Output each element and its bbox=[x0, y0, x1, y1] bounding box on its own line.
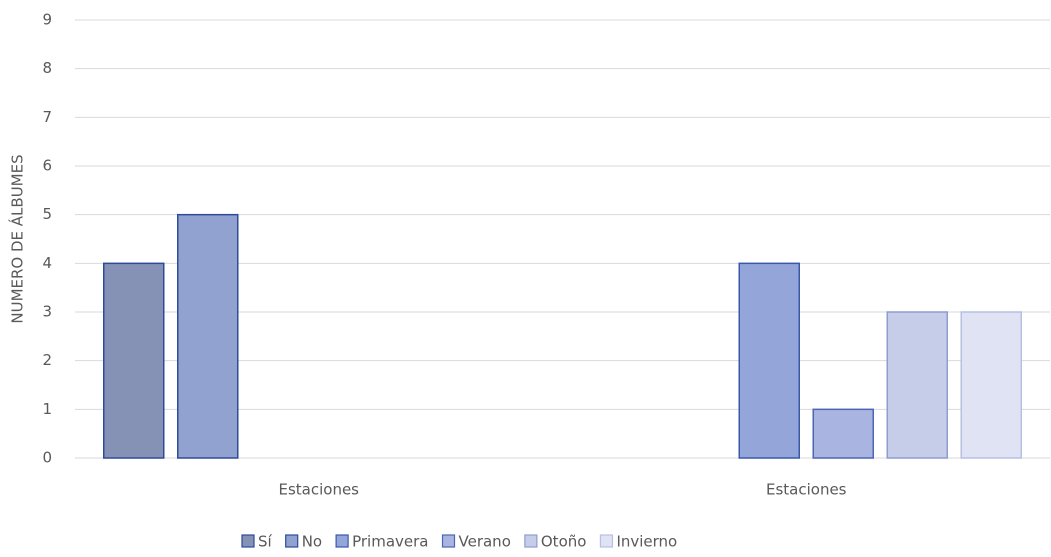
legend-label: Invierno bbox=[616, 533, 677, 551]
legend-label: Otoño bbox=[541, 533, 587, 551]
legend-swatch bbox=[335, 534, 349, 548]
bar bbox=[960, 311, 1022, 459]
y-tick-label: 5 bbox=[42, 205, 52, 223]
legend-swatch bbox=[599, 534, 614, 548]
legend-swatch bbox=[524, 534, 538, 548]
legend-label: No bbox=[302, 533, 322, 551]
y-tick-label: 8 bbox=[42, 59, 52, 77]
y-tick-label: 4 bbox=[42, 254, 52, 272]
legend-label: Primavera bbox=[352, 533, 428, 551]
bar bbox=[812, 408, 874, 459]
y-tick-label: 3 bbox=[42, 303, 52, 321]
legend-swatch bbox=[241, 534, 255, 548]
legend-swatch bbox=[441, 534, 456, 548]
bar bbox=[738, 262, 800, 459]
bar bbox=[177, 213, 239, 459]
y-tick-label: 7 bbox=[42, 108, 52, 126]
y-tick-label: 0 bbox=[42, 449, 52, 467]
y-tick-label: 1 bbox=[42, 400, 52, 418]
y-tick-label: 2 bbox=[42, 351, 52, 369]
y-tick-label: 9 bbox=[42, 11, 52, 29]
y-axis-label: NUMERO DE ÁLBUMES bbox=[8, 154, 27, 323]
x-tick-label: Estaciones bbox=[766, 481, 847, 499]
legend-swatch bbox=[285, 534, 299, 548]
y-tick-label: 6 bbox=[42, 157, 52, 175]
legend-label: Verano bbox=[459, 533, 511, 551]
x-tick-label: Estaciones bbox=[278, 481, 359, 499]
bar bbox=[103, 262, 165, 459]
legend-label: Sí bbox=[258, 533, 273, 551]
bar bbox=[886, 311, 948, 459]
